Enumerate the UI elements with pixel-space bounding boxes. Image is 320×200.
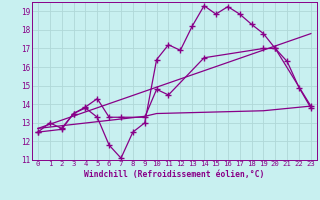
X-axis label: Windchill (Refroidissement éolien,°C): Windchill (Refroidissement éolien,°C): [84, 170, 265, 179]
